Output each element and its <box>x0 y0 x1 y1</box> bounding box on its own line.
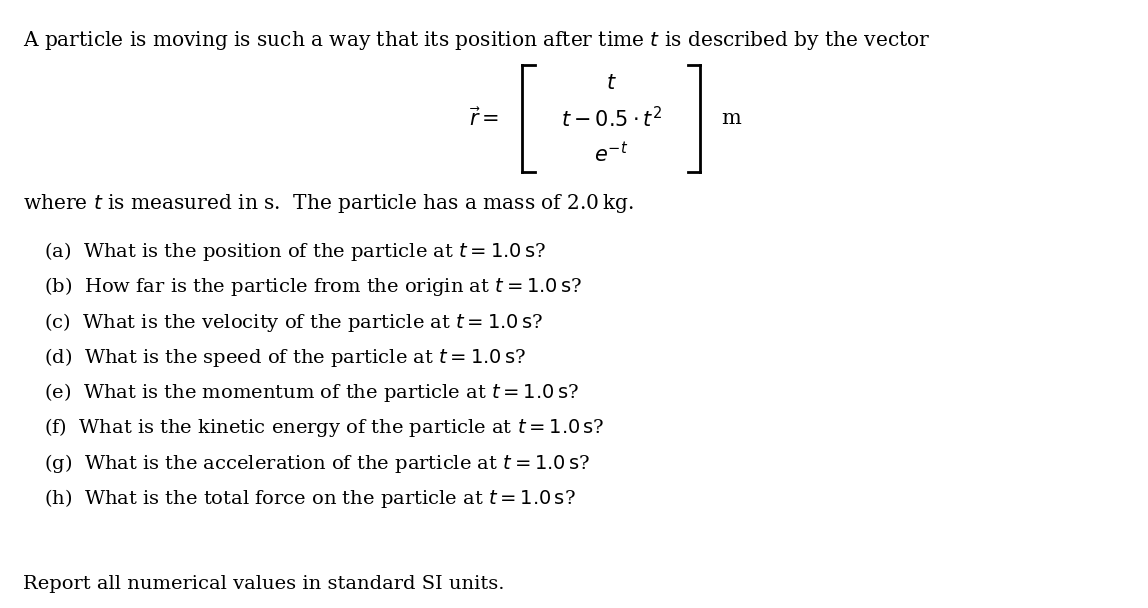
Text: Report all numerical values in standard SI units.: Report all numerical values in standard … <box>23 575 504 593</box>
Text: (a)  What is the position of the particle at $t = 1.0\,\text{s}$?: (a) What is the position of the particle… <box>44 240 545 263</box>
Text: (h)  What is the total force on the particle at $t = 1.0\,\text{s}$?: (h) What is the total force on the parti… <box>44 487 575 510</box>
Text: (b)  How far is the particle from the origin at $t = 1.0\,\text{s}$?: (b) How far is the particle from the ori… <box>44 275 582 299</box>
Text: A particle is moving is such a way that its position after time $t$ is described: A particle is moving is such a way that … <box>23 29 930 52</box>
Text: (d)  What is the speed of the particle at $t = 1.0\,\text{s}$?: (d) What is the speed of the particle at… <box>44 346 526 369</box>
Text: (g)  What is the acceleration of the particle at $t = 1.0\,\text{s}$?: (g) What is the acceleration of the part… <box>44 452 590 475</box>
Text: $e^{-t}$: $e^{-t}$ <box>595 142 628 166</box>
Text: (c)  What is the velocity of the particle at $t = 1.0\,\text{s}$?: (c) What is the velocity of the particle… <box>44 311 543 334</box>
Text: m: m <box>721 109 740 128</box>
Text: where $t$ is measured in s.  The particle has a mass of 2.0$\,$kg.: where $t$ is measured in s. The particle… <box>23 192 634 215</box>
Text: $\vec{r} =$: $\vec{r} =$ <box>470 107 499 130</box>
Text: (f)  What is the kinetic energy of the particle at $t = 1.0\,\text{s}$?: (f) What is the kinetic energy of the pa… <box>44 416 604 440</box>
Text: $t - 0.5 \cdot t^2$: $t - 0.5 \cdot t^2$ <box>560 106 662 131</box>
Text: (e)  What is the momentum of the particle at $t = 1.0\,\text{s}$?: (e) What is the momentum of the particle… <box>44 381 579 404</box>
Text: $t$: $t$ <box>606 74 616 93</box>
